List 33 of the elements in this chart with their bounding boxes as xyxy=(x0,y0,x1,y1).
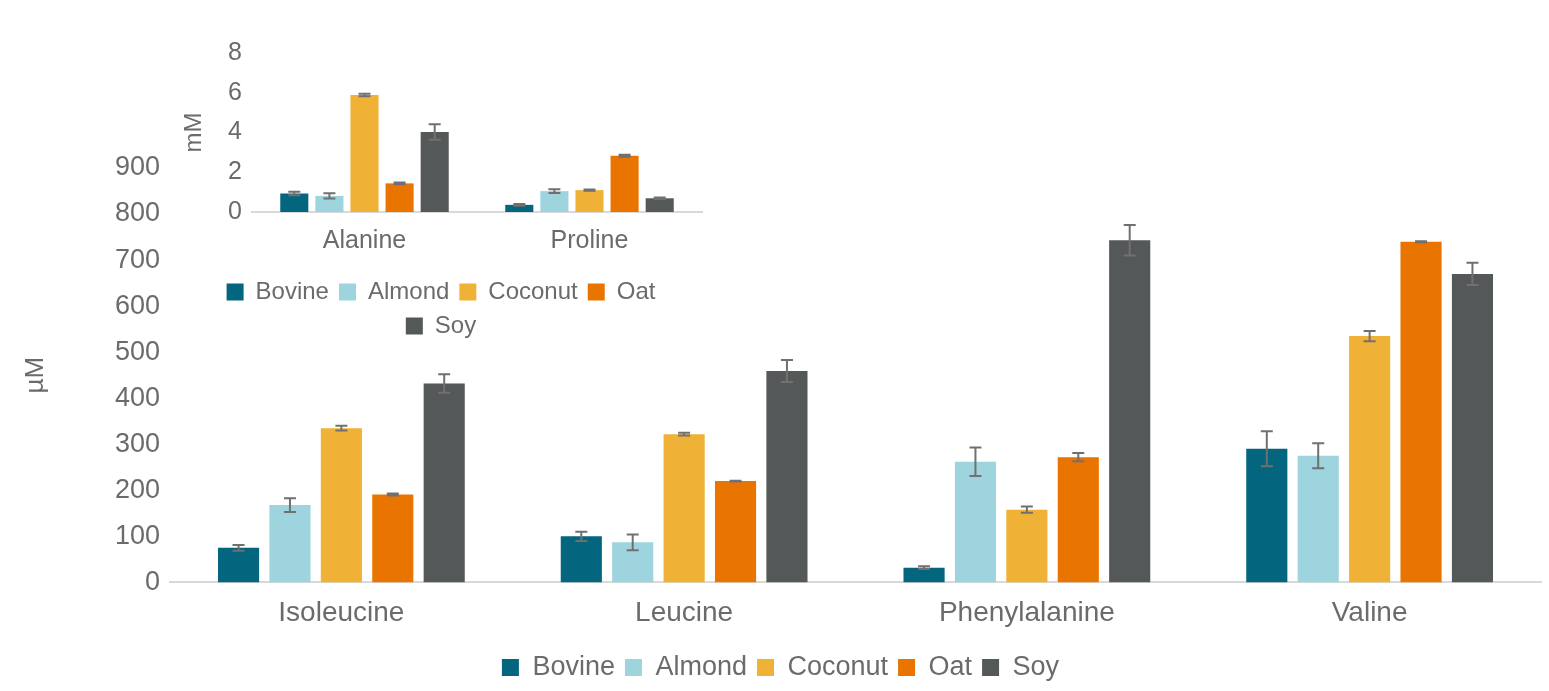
legend-label: Soy xyxy=(1012,650,1060,681)
y-tick-label: 600 xyxy=(114,289,160,320)
y-tick-label: 500 xyxy=(114,335,160,366)
legend-label: Bovine xyxy=(255,276,329,304)
legend-label: Almond xyxy=(367,276,450,304)
y-tick-label: 6 xyxy=(228,76,242,105)
x-tick-label: Valine xyxy=(1331,595,1408,627)
legend-label: Almond xyxy=(655,650,747,681)
y-tick-label: 2 xyxy=(228,156,242,185)
x-tick-label: Isoleucine xyxy=(278,595,405,627)
y-tick-label: 100 xyxy=(114,519,160,550)
y-axis-title: µM xyxy=(18,356,49,394)
y-tick-label: 700 xyxy=(114,243,160,274)
y-tick-label: 8 xyxy=(228,36,242,65)
y-tick-label: 0 xyxy=(228,195,242,224)
x-tick-label: Phenylalanine xyxy=(938,595,1115,627)
y-tick-label: 0 xyxy=(144,565,160,596)
legend-label: Oat xyxy=(928,650,973,681)
legend-label: Coconut xyxy=(488,276,579,304)
legend-label: Bovine xyxy=(532,650,615,681)
x-tick-label: Proline xyxy=(550,224,629,253)
y-tick-label: 400 xyxy=(114,381,160,412)
y-tick-label: 900 xyxy=(114,151,160,182)
legend-label: Coconut xyxy=(787,650,889,681)
x-tick-label: Alanine xyxy=(322,224,407,253)
y-tick-label: 200 xyxy=(114,473,160,504)
y-axis-title: mM xyxy=(179,112,207,153)
x-tick-label: Leucine xyxy=(635,595,734,627)
y-tick-label: 800 xyxy=(114,197,160,228)
legend-label: Oat xyxy=(616,276,656,304)
legend-label: Soy xyxy=(434,310,477,338)
y-tick-label: 300 xyxy=(114,427,160,458)
y-tick-label: 4 xyxy=(228,116,243,145)
